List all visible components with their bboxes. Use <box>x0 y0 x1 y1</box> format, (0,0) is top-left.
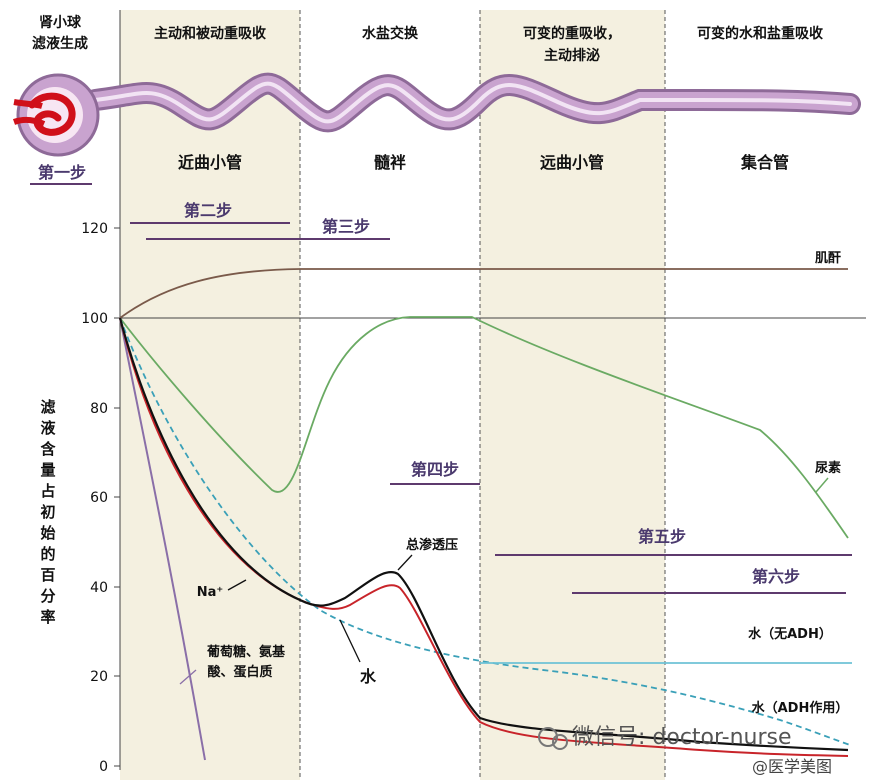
svg-text:初: 初 <box>40 503 55 521</box>
water-label: 水 <box>360 667 377 686</box>
step-5-label: 第五步 <box>638 527 686 546</box>
svg-text:液: 液 <box>40 419 56 437</box>
segment-label-loop: 髓袢 <box>374 153 406 172</box>
segment-label-distal: 远曲小管 <box>540 153 604 172</box>
phase-label-3: 可变的重吸收， <box>523 25 621 42</box>
y-tick-80: 80 <box>90 401 108 417</box>
watermark: 微信号: doctor-nurse @医学美图 <box>538 725 832 776</box>
svg-text:率: 率 <box>40 608 55 626</box>
y-tick-100: 100 <box>81 311 108 327</box>
phase-label-3b: 主动排泌 <box>544 47 600 64</box>
y-tick-40: 40 <box>90 580 108 596</box>
segment-label-collecting: 集合管 <box>740 153 789 172</box>
creatinine-label: 肌酐 <box>815 251 841 266</box>
phase-label-2: 水盐交换 <box>362 25 419 42</box>
creatinine-curve <box>119 268 848 319</box>
wechat-icon <box>538 727 558 747</box>
svg-text:滤: 滤 <box>40 398 55 416</box>
sodium-pointer <box>227 579 247 591</box>
step-1-label: 第一步 <box>38 163 86 182</box>
watermark-main: 微信号: doctor-nurse <box>572 725 792 750</box>
urea-label: 尿素 <box>815 460 841 476</box>
svg-text:始: 始 <box>40 524 55 542</box>
y-ticks <box>114 227 120 767</box>
y-tick-60: 60 <box>90 490 108 506</box>
step-6-label: 第六步 <box>752 567 800 586</box>
svg-text:分: 分 <box>40 587 55 605</box>
sodium-label: Na⁺ <box>197 585 224 600</box>
svg-text:含: 含 <box>40 440 56 458</box>
water-no-adh-label: 水（无ADH） <box>748 626 832 642</box>
segment-label-proximal: 近曲小管 <box>178 153 242 172</box>
watermark-sub: @医学美图 <box>752 757 832 776</box>
step-4-label: 第四步 <box>411 460 459 479</box>
urea-pointer <box>815 477 829 493</box>
zone-distal <box>480 10 665 780</box>
svg-text:百: 百 <box>40 566 55 584</box>
urea-curve <box>119 316 849 539</box>
glucose-label-2: 酸、蛋白质 <box>207 664 272 680</box>
step-2-label: 第二步 <box>184 201 232 220</box>
y-tick-20: 20 <box>90 669 108 685</box>
glucose-pointer <box>179 669 197 685</box>
y-axis-label: 滤 液 含 量 占 初 始 的 百 分 率 <box>40 398 56 626</box>
svg-text:的: 的 <box>40 545 55 563</box>
osmolality-label: 总渗透压 <box>406 537 458 553</box>
svg-text:占: 占 <box>40 482 55 500</box>
zone-proximal <box>120 10 300 780</box>
glucose-label-1: 葡萄糖、氨基 <box>206 644 286 660</box>
glucose-curve <box>119 317 206 761</box>
step-3-label: 第三步 <box>322 217 370 236</box>
water-pointer <box>339 619 361 663</box>
top-left-line2: 滤液生成 <box>32 35 88 52</box>
phase-label-1: 主动和被动重吸收 <box>154 25 267 42</box>
y-tick-120: 120 <box>81 221 108 237</box>
tubule-graphic <box>12 72 861 157</box>
phase-label-4: 可变的水和盐重吸收 <box>697 25 824 42</box>
y-tick-0: 0 <box>99 759 108 775</box>
osmolality-curve <box>118 317 849 752</box>
top-left-line1: 肾小球 <box>39 14 82 31</box>
water-adh-curve <box>119 317 851 746</box>
svg-text:量: 量 <box>40 461 55 479</box>
water-adh-label: 水（ADH作用） <box>752 700 849 716</box>
osmolality-pointer <box>397 554 413 571</box>
